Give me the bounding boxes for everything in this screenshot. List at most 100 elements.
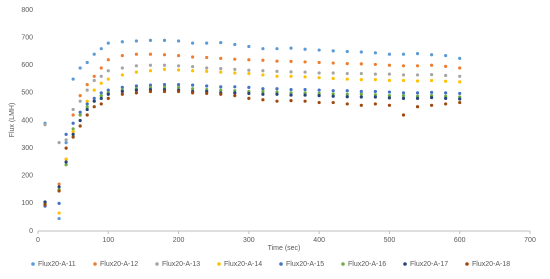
point [57, 201, 61, 205]
point [303, 75, 307, 79]
point [120, 85, 124, 89]
point [303, 99, 307, 103]
point [99, 102, 103, 106]
point [148, 69, 153, 73]
point [205, 66, 209, 70]
point [275, 92, 279, 96]
y-tick-label: 500 [21, 90, 33, 97]
point [191, 65, 195, 69]
point [415, 94, 420, 98]
point [289, 74, 293, 78]
point [134, 70, 138, 74]
legend-label: Flux20-A-13 [162, 261, 200, 268]
point [162, 82, 167, 87]
point [331, 100, 335, 105]
point [458, 74, 462, 78]
point [430, 53, 434, 57]
point [71, 77, 75, 81]
point [303, 70, 307, 74]
x-tick-label: 300 [243, 237, 255, 244]
point [317, 71, 321, 75]
point [71, 121, 75, 125]
point [219, 92, 223, 96]
point [430, 63, 434, 67]
legend-label: Flux20-A-12 [100, 261, 138, 268]
point [289, 91, 293, 95]
y-tick-label: 400 [21, 117, 33, 124]
point [430, 95, 434, 100]
x-tick-label: 500 [384, 237, 396, 244]
y-tick-label: 0 [29, 228, 33, 235]
point [387, 90, 392, 94]
point [415, 91, 420, 95]
y-tick-label: 200 [21, 173, 33, 180]
point [162, 67, 167, 71]
point [247, 68, 251, 72]
point [261, 58, 265, 62]
point [359, 103, 363, 107]
legend-label: Flux20-A-16 [348, 261, 386, 268]
point [162, 85, 167, 89]
point [176, 89, 181, 94]
point [401, 96, 406, 100]
point [275, 90, 279, 94]
point [92, 99, 96, 103]
y-tick-label: 300 [21, 145, 33, 152]
legend-label: Flux20-A-14 [224, 261, 262, 268]
point [317, 60, 321, 65]
point [331, 49, 335, 53]
point [401, 94, 406, 98]
point [373, 89, 377, 94]
point [289, 46, 293, 50]
point [401, 52, 406, 56]
point [43, 123, 47, 127]
point [120, 92, 124, 96]
legend-label: Flux20-A-18 [472, 261, 510, 268]
point [261, 69, 265, 73]
x-tick-label: 400 [313, 237, 325, 244]
point [317, 100, 321, 105]
point [71, 127, 75, 131]
point [444, 79, 448, 83]
point [85, 107, 89, 112]
point [373, 72, 377, 76]
x-axis-title: Time (sec) [268, 245, 301, 252]
point [85, 102, 89, 106]
point [92, 96, 96, 100]
point [78, 118, 82, 123]
point [345, 102, 349, 106]
point [317, 48, 321, 52]
point [387, 96, 392, 100]
legend-marker [93, 262, 97, 266]
y-tick-label: 100 [21, 200, 33, 207]
point [106, 96, 110, 100]
point [148, 38, 153, 42]
point [106, 88, 110, 92]
point [275, 69, 279, 73]
point [331, 94, 335, 98]
point [191, 69, 195, 73]
point [303, 47, 307, 51]
point [317, 76, 321, 80]
point [373, 102, 377, 106]
point [359, 71, 363, 76]
point [64, 132, 68, 136]
y-tick-label: 800 [21, 7, 33, 14]
point [303, 93, 307, 97]
point [57, 182, 61, 186]
legend-marker [279, 262, 283, 266]
point [99, 74, 103, 78]
point [219, 88, 223, 92]
point [233, 67, 237, 71]
point [176, 64, 181, 68]
point [148, 83, 153, 87]
point [99, 47, 103, 51]
x-tick-label: 0 [36, 237, 40, 244]
point [444, 94, 448, 98]
point [233, 89, 237, 93]
point [92, 78, 96, 83]
point [430, 103, 434, 107]
point [43, 203, 47, 207]
point [134, 91, 138, 95]
point [176, 82, 181, 87]
